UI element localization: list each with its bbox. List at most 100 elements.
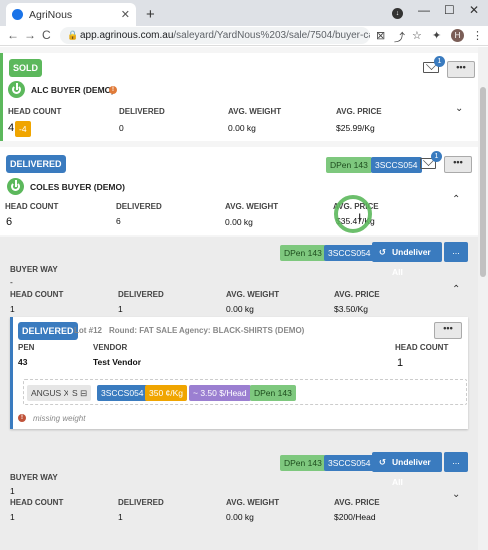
pen-label: PEN [18, 343, 35, 352]
power-icon[interactable] [7, 178, 24, 195]
buyer-card-coles[interactable]: DELIVERED DPen 143 3SCCS054 1 ••• COLES … [0, 147, 478, 235]
avg-weight-label: AVG. WEIGHT [226, 290, 280, 299]
puzzle-extensions-icon[interactable]: ✦ [432, 30, 442, 42]
pen-tag: DPen 143 [280, 455, 326, 471]
avg-weight-label: AVG. WEIGHT [228, 107, 282, 116]
status-badge: DELIVERED [6, 155, 66, 173]
head-count-value: 1 [10, 512, 15, 522]
vendor-value: Test Vendor [93, 357, 142, 367]
head-count-label: HEAD COUNT [10, 290, 64, 299]
lot-head-count-value: 1 [397, 357, 404, 369]
extension-icon[interactable]: ⊠ [376, 30, 386, 42]
sex-value: S [72, 388, 78, 398]
avg-weight-value: 0.00 kg [225, 217, 253, 227]
avg-price-label: AVG. PRICE [334, 290, 380, 299]
pen-tag: DPen 143 [250, 385, 296, 401]
head-count-label: HEAD COUNT [5, 202, 59, 211]
undeliver-all-label: Undeliver All [392, 247, 431, 277]
browser-toolbar: ← → C 🔒 app.agrinous.com.au/saleyard/Yar… [0, 26, 488, 46]
nlis-tag: 3SCCS054 [324, 245, 375, 261]
warning-icon: ! [18, 414, 26, 422]
power-icon[interactable] [8, 81, 25, 98]
click-highlight-ring [334, 195, 372, 233]
email-icon[interactable] [423, 62, 439, 73]
share-icon[interactable]: ⤴ [394, 32, 405, 44]
lot-agency: Agency: BLACK-SHIRTS (DEMO) [179, 326, 305, 335]
lot-tags-box: ANGUS X S ⊟ 3SCCS054 350 ¢/Kg ~ 3.50 $/H… [23, 379, 467, 405]
undeliver-all-button[interactable]: ↺ Undeliver All [372, 452, 442, 487]
page-content: SOLD ALC BUYER (DEMO) ! 1 ••• HEAD COUNT… [0, 47, 478, 550]
browser-menu-icon[interactable]: ⋮ [472, 30, 483, 42]
maximize-button[interactable]: ☐ [444, 3, 455, 17]
undeliver-all-label: Undeliver All [392, 457, 431, 487]
page-scrollbar[interactable] [478, 47, 488, 550]
delivered-value: 0 [119, 123, 124, 133]
undeliver-all-button[interactable]: ↺ Undeliver All [372, 242, 442, 277]
nlis-tag: 3SCCS054 [371, 157, 422, 173]
text-cursor-icon: I [358, 211, 362, 225]
browser-tab[interactable]: AgriNous ✕ [6, 3, 136, 26]
address-bar[interactable]: 🔒 app.agrinous.com.au/saleyard/YardNous%… [60, 27, 370, 44]
minimize-button[interactable]: — [418, 3, 430, 17]
bookmark-star-icon[interactable]: ☆ [412, 30, 422, 42]
reload-button[interactable]: C [42, 28, 51, 42]
head-count-label: HEAD COUNT [10, 498, 64, 507]
head-count-value: 6 [6, 216, 13, 228]
pen-tag: DPen 143 [280, 245, 326, 261]
lock-icon: 🔒 [67, 30, 79, 40]
undo-icon: ↺ [379, 247, 387, 257]
avg-price-value: $25.99/Kg [336, 123, 375, 133]
avg-weight-value: 0.00 kg [226, 304, 254, 314]
close-window-button[interactable]: ✕ [469, 3, 480, 17]
status-badge: SOLD [9, 59, 43, 77]
avg-price-label: AVG. PRICE [334, 498, 380, 507]
collapse-chevron-icon[interactable]: ⌃ [452, 284, 461, 295]
delivered-value: 6 [116, 216, 121, 226]
notification-count-badge: 1 [431, 151, 442, 162]
lot-card[interactable]: DELIVERED Lot #12 Round: FAT SALE Agency… [10, 317, 468, 429]
head-count-delta-badge: -4 [15, 121, 31, 137]
browser-tab-strip: AgriNous ✕ + ↓ — ☐ ✕ [0, 0, 488, 26]
expand-chevron-icon[interactable]: ⌄ [452, 489, 461, 500]
email-icon[interactable] [420, 158, 436, 169]
back-button[interactable]: ← [7, 28, 19, 42]
info-icon: ! [109, 86, 117, 94]
avg-weight-label: AVG. WEIGHT [225, 202, 279, 211]
more-button[interactable]: ... [444, 452, 468, 472]
missing-weight-text: missing weight [33, 414, 86, 423]
lot-more-options-button[interactable]: ••• [434, 322, 462, 339]
sex-tag: S ⊟ [68, 385, 92, 401]
price-cents-tag: 350 ¢/Kg [145, 385, 188, 401]
avg-price-value: $3.50/Kg [334, 304, 369, 314]
expand-chevron-icon[interactable]: ⌄ [455, 103, 464, 114]
buyer-name: ALC BUYER (DEMO) [31, 85, 115, 95]
forward-button[interactable]: → [24, 28, 36, 42]
avg-weight-value: 0.00 kg [228, 123, 256, 133]
undo-icon: ↺ [379, 457, 387, 467]
collapse-chevron-icon[interactable]: ⌃ [452, 194, 461, 205]
price-per-head-tag: ~ 3.50 $/Head [189, 385, 251, 401]
delivered-value: 1 [118, 304, 123, 314]
more-options-button[interactable]: ••• [444, 156, 472, 173]
agrinous-favicon-icon [12, 9, 23, 20]
delivered-label: DELIVERED [116, 202, 162, 211]
nlis-tag: 3SCCS054 [97, 385, 148, 401]
buyer-card-alc[interactable]: SOLD ALC BUYER (DEMO) ! 1 ••• HEAD COUNT… [0, 53, 478, 141]
profile-avatar[interactable]: H [451, 29, 464, 42]
scrollbar-thumb[interactable] [480, 87, 486, 277]
pen-tag: DPen 143 [326, 157, 372, 173]
lot-number: Lot #12 [74, 326, 103, 335]
tab-close-icon[interactable]: ✕ [120, 9, 130, 21]
lot-round: Round: FAT SALE [109, 326, 178, 335]
new-tab-button[interactable]: + [146, 6, 155, 23]
delivered-label: DELIVERED [118, 498, 164, 507]
avg-weight-label: AVG. WEIGHT [226, 498, 280, 507]
pen-value: 43 [18, 357, 28, 367]
more-button[interactable]: ... [444, 242, 468, 262]
download-icon[interactable]: ↓ [392, 8, 403, 19]
notification-count-badge: 1 [434, 56, 445, 67]
delivered-value: 1 [118, 512, 123, 522]
url-host: app.agrinous.com.au [80, 30, 174, 41]
more-options-button[interactable]: ••• [447, 61, 475, 78]
lot-head-count-label: HEAD COUNT [395, 343, 449, 352]
